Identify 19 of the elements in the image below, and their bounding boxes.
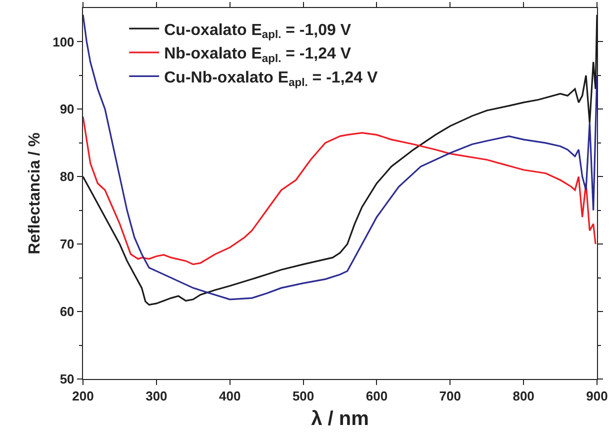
x-axis-title: λ / nm [311,408,369,430]
y-tick-label: 50 [60,372,74,387]
y-tick-label: 90 [60,102,74,117]
x-tick-label: 200 [72,388,94,404]
legend-label: Cu-Nb-oxalato E$_{apl.}$ = -1,24 V [164,69,378,89]
y-tick-label: 80 [60,169,74,184]
x-tick-label: 400 [219,388,241,404]
legend-label: Cu-oxalato E$_{apl.}$ = -1,09 V [164,22,352,42]
y-tick-label: 60 [60,304,74,320]
x-tick-label: 900 [586,388,608,404]
legend-label: Nb-oxalato E$_{apl.}$ = -1,24 V [164,46,352,66]
x-tick-label: 700 [439,388,461,404]
x-tick-label: 300 [146,388,168,404]
x-tick-label: 600 [366,388,388,404]
y-tick-label: 70 [60,236,74,252]
x-tick-label: 500 [292,388,314,404]
x-tick-label: 800 [512,388,534,404]
y-tick-label: 100 [52,34,74,50]
y-axis-title: Reflectancia / % [26,132,44,254]
